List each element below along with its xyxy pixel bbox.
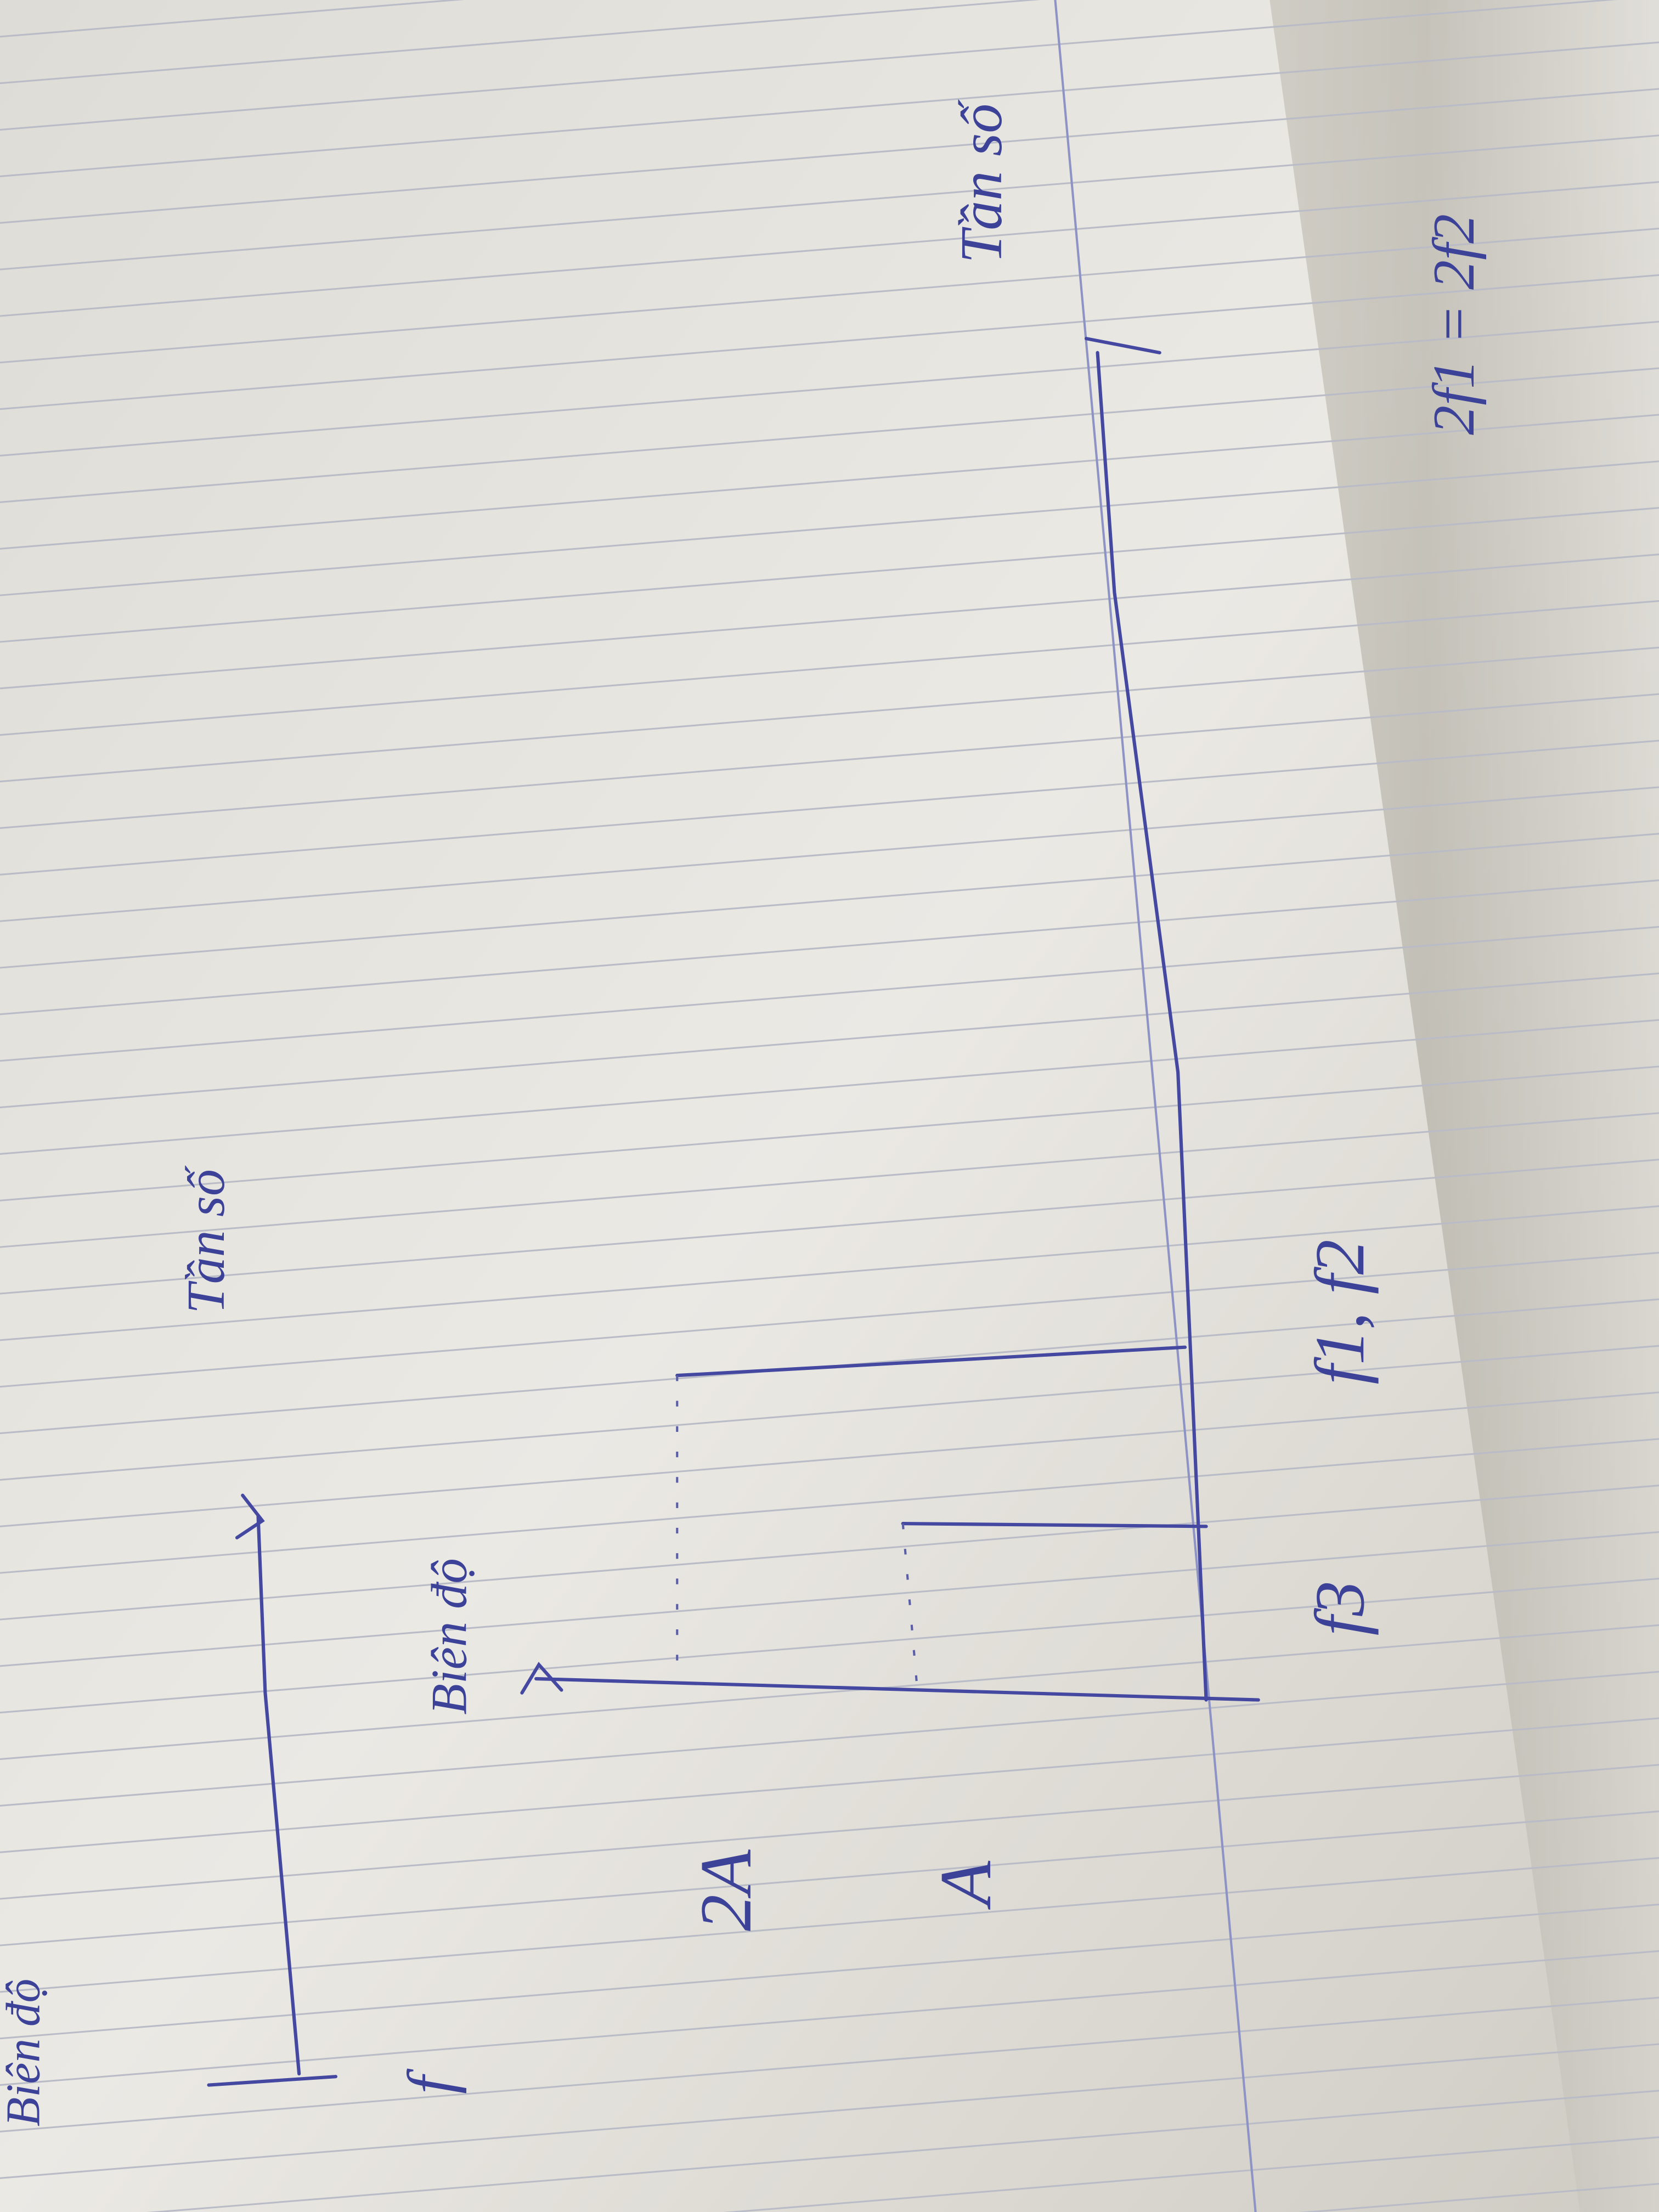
axis bbox=[256, 1515, 301, 2076]
bar bbox=[675, 1345, 1187, 1378]
ruled-line bbox=[0, 1810, 1659, 1946]
ruled-line bbox=[0, 0, 1617, 131]
ruled-line bbox=[0, 2043, 1659, 2179]
ruled-line bbox=[146, 2090, 1659, 2212]
ruled-line bbox=[0, 0, 1041, 84]
ruled-line bbox=[0, 134, 1659, 270]
margin-line bbox=[1054, 0, 1257, 2212]
handwriting: 2f1 = 2f2 bbox=[1421, 214, 1487, 435]
ruled-line bbox=[0, 1391, 1659, 1527]
ruled-line bbox=[0, 1205, 1659, 1341]
ruled-line bbox=[0, 1159, 1659, 1295]
ruled-line bbox=[0, 1485, 1659, 1621]
ruled-line bbox=[0, 507, 1659, 643]
ruled-line bbox=[0, 1996, 1659, 2132]
handwriting: f3 bbox=[1300, 1581, 1379, 1635]
ruled-line bbox=[0, 0, 465, 38]
handwriting: Biên độ bbox=[0, 1979, 49, 2126]
ruled-line bbox=[1299, 2183, 1659, 2212]
ruled-line bbox=[0, 367, 1659, 503]
ruled-line bbox=[0, 646, 1659, 783]
bar bbox=[901, 1522, 1208, 1528]
ruled-line bbox=[0, 460, 1659, 596]
ruled-line bbox=[0, 1577, 1659, 1714]
ruled-line bbox=[0, 88, 1659, 224]
axis bbox=[534, 1677, 1260, 1702]
ruled-line bbox=[0, 320, 1659, 457]
ruled-line bbox=[0, 1019, 1659, 1155]
ruled-line bbox=[0, 228, 1659, 364]
ruled-line bbox=[0, 1531, 1659, 1667]
ruled-line bbox=[0, 274, 1659, 410]
ruled-line bbox=[0, 1438, 1659, 1574]
ruled-line bbox=[723, 2136, 1659, 2212]
ruled-line bbox=[0, 1065, 1659, 1201]
arrow bbox=[520, 1662, 563, 1695]
ruled-line bbox=[0, 786, 1659, 922]
ruled-line bbox=[0, 554, 1659, 690]
axis bbox=[1096, 351, 1208, 1702]
ruled-line bbox=[0, 1764, 1659, 1900]
ruled-line bbox=[0, 926, 1659, 1062]
ruled-line bbox=[0, 833, 1659, 969]
handwriting: f1, f2 bbox=[1300, 1239, 1379, 1384]
ruled-line bbox=[0, 600, 1659, 736]
dashed-line bbox=[901, 1523, 918, 1686]
ruled-line bbox=[0, 1950, 1659, 2086]
arrow bbox=[1084, 337, 1161, 354]
ruled-line bbox=[0, 1624, 1659, 1760]
ruled-line bbox=[0, 41, 1659, 177]
ruled-line bbox=[0, 1112, 1659, 1248]
ruled-line bbox=[0, 879, 1659, 1015]
page-fold bbox=[1269, 0, 1659, 2212]
ruled-line bbox=[0, 693, 1659, 829]
handwriting: Biên độ bbox=[421, 1558, 477, 1714]
handwriting: 2A bbox=[685, 1849, 766, 1931]
ruled-line bbox=[0, 1857, 1659, 1993]
ruled-line bbox=[0, 181, 1659, 317]
ruled-line bbox=[0, 740, 1659, 876]
arrow bbox=[235, 1493, 265, 1539]
handwriting: A bbox=[925, 1860, 1006, 1910]
ruled-line bbox=[0, 1251, 1659, 1388]
axis bbox=[207, 2075, 338, 2087]
ruled-line bbox=[0, 1345, 1659, 1481]
handwriting: Tần số bbox=[177, 1165, 236, 1313]
ruled-line bbox=[0, 972, 1659, 1109]
ruled-line bbox=[0, 1671, 1659, 1807]
ruled-line bbox=[0, 1903, 1659, 2040]
handwriting: Tần số bbox=[949, 99, 1014, 263]
ruled-line bbox=[0, 414, 1659, 550]
